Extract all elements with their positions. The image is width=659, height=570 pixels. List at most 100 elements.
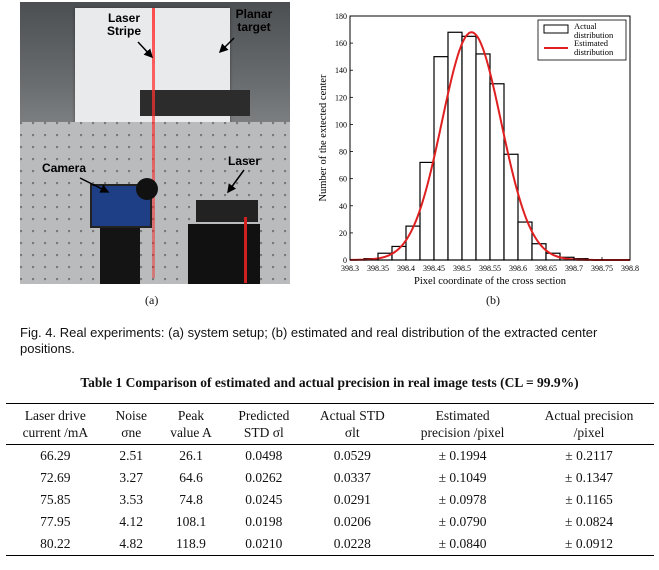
figure-caption: Fig. 4. Real experiments: (a) system set… — [20, 325, 598, 356]
laser-stand — [188, 224, 260, 284]
x-tick-label: 398.5 — [453, 264, 471, 273]
x-ticks: 398.3 398.35 398.4 398.45 398.5 398.55 398.6 39… — [341, 257, 639, 273]
table-cell: 2.51 — [119, 448, 144, 463]
table-cell: ± 0.1049 — [438, 470, 487, 485]
table-cell: 72.69 — [40, 470, 71, 485]
arrow-camera — [79, 177, 110, 193]
table-cell: ± 0.0978 — [438, 492, 487, 507]
panel-b-caption: (b) — [486, 293, 500, 307]
arrow-laser-stripe — [137, 41, 154, 59]
y-tick-label: 20 — [339, 229, 347, 238]
table-row: 66.29 2.51 26.1 0.0498 0.0529 ± 0.1994 ± 0.211… — [6, 445, 654, 468]
table-cell: 3.27 — [119, 470, 144, 485]
table-cell: 80.22 — [40, 536, 71, 551]
legend-label-actual: Actual distribution — [574, 21, 614, 40]
laser-stripe-line — [152, 8, 155, 278]
x-tick-label: 398.45 — [423, 264, 445, 273]
table-cell: ± 0.0824 — [565, 514, 613, 529]
x-tick-label: 398.35 — [367, 264, 389, 273]
arrow-laser — [227, 169, 245, 194]
camera-stand — [100, 224, 140, 284]
x-tick-label: 398.55 — [479, 264, 501, 273]
x-tick-label: 398.4 — [397, 264, 415, 273]
column-header: Estimated precision /pixel — [420, 408, 505, 440]
rail-mount — [140, 90, 250, 116]
histogram-chart: 398.3 398.35 398.4 398.45 398.5 398.55 398.6 39… — [318, 12, 639, 287]
table-cell: ± 0.1994 — [438, 448, 487, 463]
y-tick-label: 160 — [335, 39, 347, 48]
table-cell: 118.9 — [176, 536, 206, 551]
table-cell: 0.0291 — [333, 492, 371, 507]
histogram-bar — [419, 161, 435, 261]
y-tick-label: 40 — [339, 202, 347, 211]
y-tick-label: 100 — [335, 120, 347, 129]
table-cell: 0.0206 — [333, 514, 371, 529]
table-cell: ± 0.0840 — [438, 536, 487, 551]
table-cell: 0.0245 — [245, 492, 283, 507]
y-tick-label: 0 — [343, 256, 347, 265]
label-planar-target: Planar target — [235, 7, 273, 34]
y-tick-label: 80 — [339, 148, 347, 157]
table-body: 66.29 2.51 26.1 0.0498 0.0529 ± 0.1994 ± 0.211… — [6, 445, 654, 556]
table-cell: 26.1 — [179, 448, 203, 463]
table-cell: ± 0.0912 — [565, 536, 613, 551]
table-cell: 4.82 — [119, 536, 144, 551]
table-row: 75.85 3.53 74.8 0.0245 0.0291 ± 0.0978 ± 0.116… — [6, 489, 654, 511]
histogram-bar — [475, 53, 491, 261]
table-cell: 74.8 — [179, 492, 203, 507]
legend-swatch-actual — [543, 24, 569, 34]
annotation-arrows — [79, 37, 245, 194]
column-header: Peak value A — [170, 408, 212, 440]
table-cell: 0.0262 — [245, 470, 283, 485]
table-cell: 0.0337 — [333, 470, 371, 485]
column-header: Actual STD σlt — [319, 408, 385, 440]
table-cell: 0.0498 — [245, 448, 283, 463]
legend: Actual distribution Estimated distribution — [537, 19, 627, 61]
setup-photo: Laser Stripe Planar target Camera Laser — [20, 2, 290, 284]
table-cell: ± 0.2117 — [565, 448, 613, 463]
x-tick-label: 398.75 — [591, 264, 613, 273]
table-cell: 66.29 — [40, 448, 71, 463]
table-row: 72.69 3.27 64.6 0.0262 0.0337 ± 0.1049 ± 0.134… — [6, 467, 654, 489]
laser-cable — [244, 217, 247, 283]
table-cell: 0.0198 — [245, 514, 283, 529]
x-axis-label: Pixel coordinate of the cross section — [414, 276, 567, 287]
table-cell: 64.6 — [179, 470, 203, 485]
x-tick-label: 398.7 — [565, 264, 583, 273]
panel-a-caption: (a) — [145, 293, 159, 307]
x-tick-label: 398.65 — [535, 264, 557, 273]
laser-body — [196, 200, 258, 222]
table-row: 80.22 4.82 118.9 0.0210 0.0228 ± 0.0840 ± 0.09… — [6, 533, 654, 556]
y-ticks: 0 20 40 60 80 100 120 140 160 180 — [335, 12, 353, 265]
table-cell: 3.53 — [119, 492, 144, 507]
arrow-planar-target — [218, 37, 235, 54]
table-cell: ± 0.0790 — [438, 514, 487, 529]
column-header: Noise σne — [115, 408, 147, 440]
y-tick-label: 60 — [339, 175, 347, 184]
column-header: Laser drive current /mA — [22, 408, 89, 440]
label-laser-stripe: Laser Stripe — [106, 11, 141, 38]
label-camera: Camera — [42, 161, 87, 175]
table-title: Table 1 Comparison of estimated and actu… — [80, 375, 579, 390]
histogram-bar — [461, 35, 477, 261]
column-header: Predicted STD σl — [238, 408, 290, 440]
legend-label-estimated: Estimated distribution — [574, 38, 614, 57]
table-cell: 108.1 — [175, 514, 207, 529]
y-tick-label: 140 — [335, 66, 347, 75]
table-header-row: Laser drive current /mA Noise σne Peak value … — [6, 403, 654, 445]
table-cell: ± 0.1347 — [565, 470, 613, 485]
histogram-bars — [363, 31, 589, 261]
histogram-bar — [489, 83, 505, 261]
histogram-bar — [531, 243, 547, 261]
histogram-bar — [433, 56, 449, 261]
y-axis-label: Number of the extected center — [318, 74, 329, 202]
x-tick-label: 398.3 — [341, 264, 359, 273]
table-cell: 75.85 — [40, 492, 71, 507]
table-cell: ± 0.1165 — [565, 492, 613, 507]
column-header: Actual precision/pixel — [544, 408, 634, 440]
histogram-bar — [405, 225, 421, 261]
x-tick-label: 398.8 — [621, 264, 639, 273]
table-row: 77.95 4.12 108.1 0.0198 0.0206 ± 0.0790 ± 0.08… — [6, 511, 654, 533]
y-tick-label: 120 — [335, 93, 347, 102]
table-cell: 0.0228 — [333, 536, 371, 551]
